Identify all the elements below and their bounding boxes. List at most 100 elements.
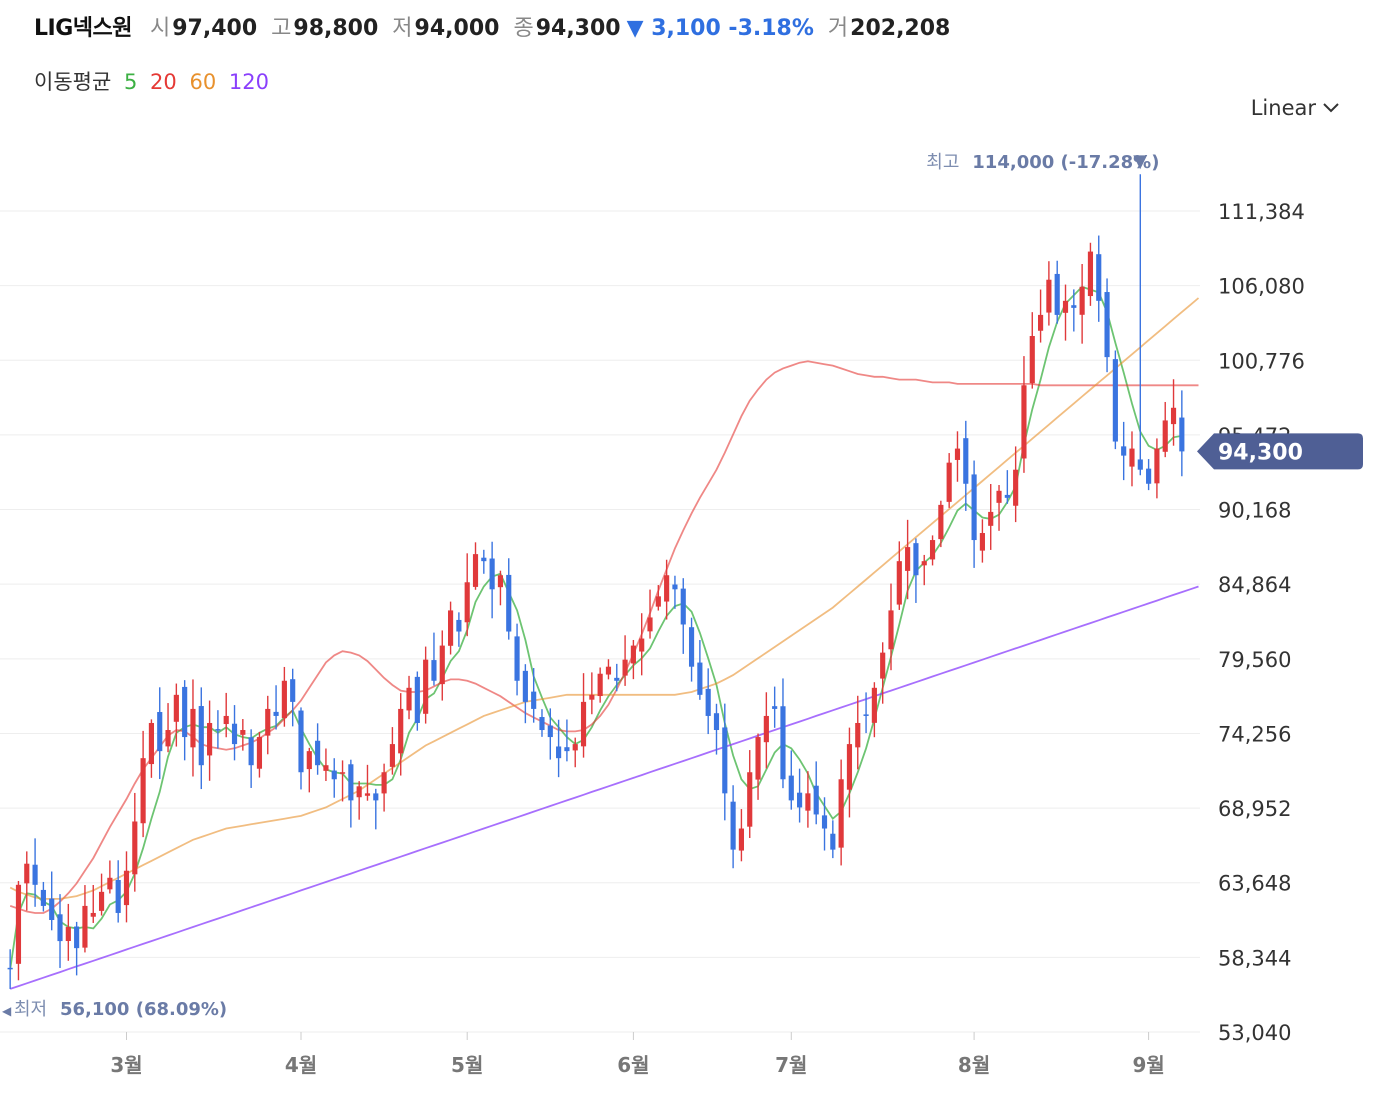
y-tick-label: 74,256 bbox=[1218, 722, 1291, 746]
candle bbox=[556, 719, 562, 778]
candle-body bbox=[256, 737, 263, 769]
ma-legend-20[interactable]: 20 bbox=[150, 70, 177, 94]
candle-body bbox=[1021, 385, 1027, 459]
candle bbox=[439, 630, 445, 701]
open-label: 시 bbox=[149, 16, 171, 41]
candle bbox=[306, 747, 312, 793]
candle-body bbox=[1038, 314, 1044, 331]
candle-body bbox=[730, 801, 736, 850]
candle-body bbox=[381, 772, 387, 794]
y-tick-label: 68,952 bbox=[1218, 797, 1291, 821]
y-tick-label: 111,384 bbox=[1218, 200, 1305, 224]
candle-body bbox=[855, 722, 861, 748]
candle-body bbox=[531, 691, 537, 709]
candle bbox=[1112, 350, 1118, 450]
candle-body bbox=[32, 864, 38, 885]
candle-body bbox=[697, 662, 703, 695]
candle bbox=[115, 860, 121, 923]
candle bbox=[273, 685, 279, 730]
candle-body bbox=[797, 792, 803, 808]
change-value: ▼ 3,100 -3.18% bbox=[626, 16, 814, 41]
candle bbox=[888, 583, 894, 671]
candle bbox=[1029, 312, 1035, 389]
candle-body bbox=[1121, 446, 1127, 456]
candle-body bbox=[132, 821, 138, 875]
candle bbox=[979, 519, 985, 563]
candle bbox=[123, 851, 130, 923]
annotations: 최고 114,000 (-17.28%)▼ ◀ 최저 56,100 (68.09%) bbox=[2, 151, 1159, 1020]
candle-body bbox=[148, 722, 154, 765]
candle-body bbox=[622, 659, 628, 676]
candle-body bbox=[373, 793, 379, 801]
candle-body bbox=[780, 706, 786, 780]
candle-body bbox=[1112, 359, 1118, 442]
candle-body bbox=[431, 660, 437, 681]
candle-body bbox=[813, 785, 819, 815]
ma-legend-120[interactable]: 120 bbox=[228, 70, 269, 94]
candle-body bbox=[1179, 417, 1185, 452]
candle-body bbox=[273, 711, 279, 716]
candle bbox=[1104, 278, 1110, 373]
candle-body bbox=[1170, 407, 1177, 425]
candle bbox=[223, 692, 229, 738]
candle-body bbox=[556, 746, 562, 759]
candle-body bbox=[880, 652, 886, 679]
candle bbox=[946, 453, 952, 508]
candle bbox=[348, 759, 354, 828]
ma-legend-60[interactable]: 60 bbox=[189, 70, 217, 94]
candle bbox=[655, 585, 661, 611]
candle-body bbox=[830, 833, 836, 850]
candle-body bbox=[514, 636, 520, 681]
scale-selector[interactable]: Linear bbox=[1251, 96, 1340, 120]
candle bbox=[780, 678, 786, 789]
candle-body bbox=[788, 775, 794, 801]
candle bbox=[290, 668, 296, 727]
candle-body bbox=[838, 779, 844, 848]
scale-selector-value: Linear bbox=[1250, 96, 1316, 120]
grid-lines bbox=[0, 210, 1200, 1033]
candle-body bbox=[938, 504, 944, 540]
x-tick-label: 9월 bbox=[1132, 1053, 1164, 1077]
y-tick-label: 58,344 bbox=[1218, 946, 1291, 970]
ma-legend[interactable]: 이동평균 5 20 60 120 bbox=[34, 66, 275, 96]
y-tick-label: 84,864 bbox=[1218, 573, 1291, 597]
candle-body bbox=[913, 543, 919, 576]
candle bbox=[82, 885, 88, 953]
candle bbox=[863, 692, 869, 734]
current-price-badge: 94,300 bbox=[1197, 433, 1363, 470]
candle bbox=[697, 640, 703, 700]
candle bbox=[1054, 260, 1060, 324]
candle-body bbox=[755, 737, 761, 780]
high-annotation-marker: ▼ bbox=[1133, 151, 1147, 172]
candle bbox=[157, 687, 163, 780]
candle bbox=[40, 881, 46, 912]
x-axis: 3월 4월 5월 6월 7월 8월 9월 bbox=[110, 1032, 1165, 1077]
candle bbox=[215, 710, 221, 749]
candle-body bbox=[1046, 279, 1052, 313]
ma-legend-5[interactable]: 5 bbox=[123, 70, 138, 94]
candle bbox=[605, 659, 612, 680]
high-annotation-value: 114,000 (-17.28%) bbox=[972, 152, 1159, 173]
candles[interactable] bbox=[7, 174, 1185, 989]
candle bbox=[323, 748, 329, 782]
candle bbox=[423, 646, 429, 724]
candle bbox=[730, 785, 736, 869]
candle-body bbox=[1104, 292, 1110, 358]
candle-body bbox=[1029, 336, 1035, 384]
candle-body bbox=[539, 717, 545, 731]
candle bbox=[65, 903, 71, 961]
candle bbox=[331, 758, 337, 798]
candle-body bbox=[115, 879, 121, 913]
candle-body bbox=[979, 533, 985, 551]
candle-body bbox=[24, 863, 30, 884]
candle bbox=[281, 666, 287, 727]
candle bbox=[24, 851, 30, 911]
candle bbox=[1137, 174, 1143, 476]
candle-body bbox=[348, 764, 354, 801]
y-tick-label: 63,648 bbox=[1218, 872, 1291, 896]
volume-value: 202,208 bbox=[850, 16, 951, 41]
candle-body bbox=[315, 740, 321, 766]
candle-body bbox=[589, 694, 595, 700]
candle-body bbox=[223, 715, 229, 725]
